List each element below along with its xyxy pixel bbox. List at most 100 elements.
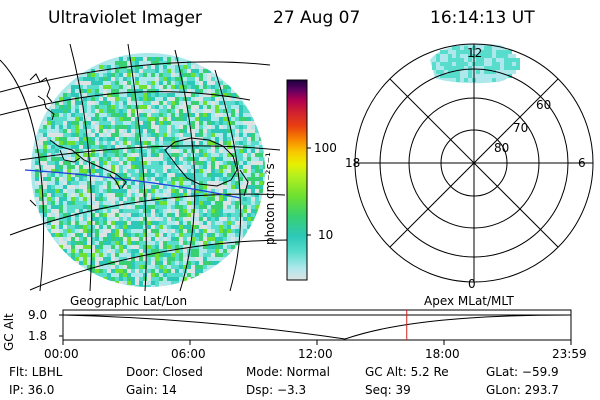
speckle-pixel — [187, 173, 191, 177]
speckle-pixel — [99, 141, 103, 145]
speckle-pixel — [219, 101, 223, 105]
speckle-pixel — [79, 213, 83, 217]
speckle-pixel — [107, 85, 111, 89]
speckle-pixel — [79, 137, 83, 141]
speckle-pixel — [95, 229, 99, 233]
speckle-pixel — [67, 213, 71, 217]
speckle-pixel — [123, 249, 127, 253]
speckle-pixel — [243, 165, 247, 169]
speckle-pixel — [199, 149, 203, 153]
speckle-pixel — [119, 137, 123, 141]
speckle-pixel — [243, 153, 247, 157]
speckle-pixel — [215, 173, 219, 177]
speckle-pixel — [47, 221, 51, 225]
speckle-pixel — [75, 137, 79, 141]
speckle-pixel — [239, 153, 243, 157]
speckle-pixel — [123, 233, 127, 237]
speckle-pixel — [119, 73, 123, 77]
speckle-pixel — [179, 145, 183, 149]
speckle-pixel — [115, 69, 119, 73]
speckle-pixel — [251, 149, 255, 153]
speckle-pixel — [211, 217, 215, 221]
speckle-pixel — [95, 81, 99, 85]
speckle-pixel — [75, 193, 79, 197]
speckle-pixel — [119, 93, 123, 97]
speckle-pixel — [135, 129, 139, 133]
speckle-pixel — [191, 253, 195, 257]
speckle-pixel — [67, 153, 71, 157]
speckle-pixel — [175, 221, 179, 225]
speckle-pixel — [135, 57, 139, 61]
speckle-pixel — [87, 77, 91, 81]
speckle-pixel — [167, 137, 171, 141]
speckle-pixel — [147, 77, 151, 81]
speckle-pixel — [107, 109, 111, 113]
speckle-pixel — [95, 161, 99, 165]
speckle-pixel — [43, 133, 47, 137]
speckle-pixel — [211, 257, 215, 261]
speckle-pixel — [127, 189, 131, 193]
speckle-pixel — [123, 209, 127, 213]
speckle-pixel — [199, 265, 203, 269]
speckle-pixel — [179, 257, 183, 261]
speckle-pixel — [143, 153, 147, 157]
speckle-pixel — [219, 149, 223, 153]
speckle-pixel — [203, 261, 207, 265]
speckle-pixel — [119, 121, 123, 125]
speckle-pixel — [115, 273, 119, 277]
speckle-pixel — [163, 113, 167, 117]
speckle-pixel — [199, 241, 203, 245]
speckle-pixel — [99, 97, 103, 101]
speckle-pixel — [255, 197, 259, 201]
speckle-pixel — [91, 269, 95, 273]
speckle-pixel — [219, 153, 223, 157]
speckle-pixel — [151, 273, 155, 277]
speckle-pixel — [99, 145, 103, 149]
speckle-pixel — [175, 177, 179, 181]
speckle-pixel — [127, 93, 131, 97]
speckle-pixel — [259, 137, 263, 141]
polar-speckle-pixel — [460, 46, 464, 50]
speckle-pixel — [99, 125, 103, 129]
speckle-pixel — [107, 137, 111, 141]
speckle-pixel — [107, 145, 111, 149]
speckle-pixel — [135, 101, 139, 105]
speckle-pixel — [63, 217, 67, 221]
speckle-pixel — [195, 121, 199, 125]
speckle-pixel — [171, 205, 175, 209]
speckle-pixel — [127, 117, 131, 121]
speckle-pixel — [195, 249, 199, 253]
speckle-pixel — [47, 145, 51, 149]
polar-speckle-pixel — [492, 46, 496, 50]
speckle-pixel — [95, 209, 99, 213]
speckle-pixel — [51, 177, 55, 181]
speckle-pixel — [159, 225, 163, 229]
speckle-pixel — [59, 137, 63, 141]
polar-speckle-pixel — [456, 50, 460, 54]
speckle-pixel — [135, 77, 139, 81]
speckle-pixel — [119, 141, 123, 145]
speckle-pixel — [235, 177, 239, 181]
speckle-pixel — [79, 81, 83, 85]
speckle-pixel — [39, 157, 43, 161]
speckle-pixel — [203, 273, 207, 277]
speckle-pixel — [175, 157, 179, 161]
speckle-pixel — [203, 149, 207, 153]
speckle-pixel — [207, 93, 211, 97]
speckle-pixel — [155, 233, 159, 237]
speckle-pixel — [235, 237, 239, 241]
speckle-pixel — [159, 177, 163, 181]
speckle-pixel — [71, 193, 75, 197]
speckle-pixel — [87, 165, 91, 169]
speckle-pixel — [75, 105, 79, 109]
speckle-pixel — [107, 153, 111, 157]
speckle-pixel — [243, 121, 247, 125]
speckle-pixel — [211, 261, 215, 265]
speckle-pixel — [215, 261, 219, 265]
speckle-pixel — [147, 189, 151, 193]
speckle-pixel — [83, 185, 87, 189]
speckle-pixel — [123, 153, 127, 157]
speckle-pixel — [243, 125, 247, 129]
speckle-pixel — [171, 145, 175, 149]
speckle-pixel — [243, 117, 247, 121]
